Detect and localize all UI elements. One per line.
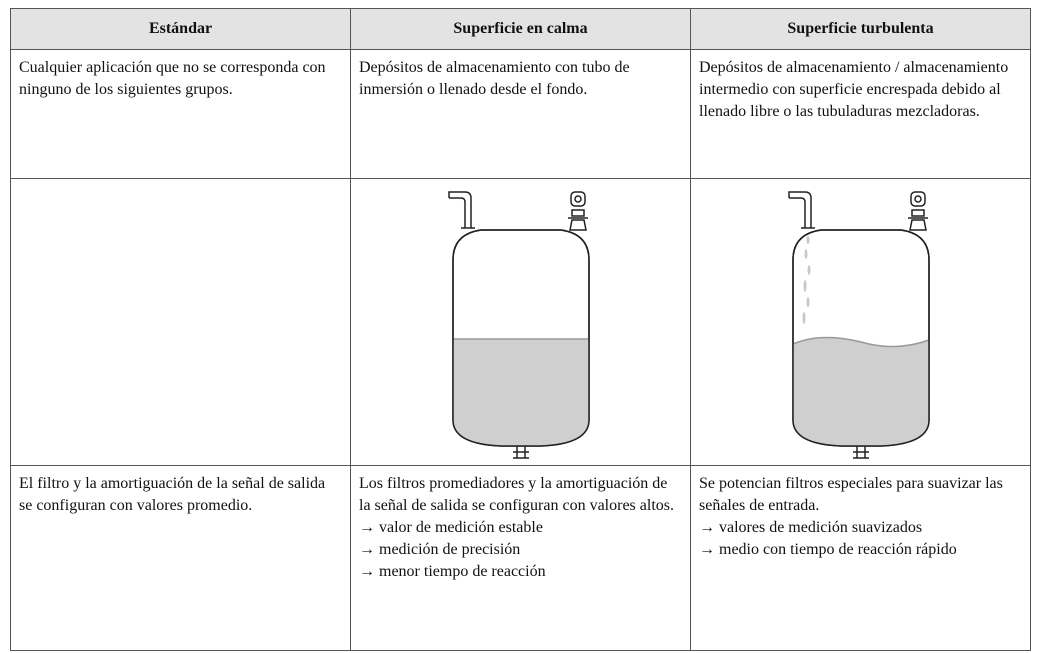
cell-line: Se potencian filtros especiales para sua… bbox=[699, 475, 1003, 514]
header-cell: Superficie turbulenta bbox=[690, 8, 1031, 50]
tank-turbulent bbox=[787, 191, 930, 459]
cell: Los filtros promediadores y la amortigua… bbox=[350, 465, 691, 651]
cell bbox=[690, 178, 1031, 466]
cell-line: El filtro y la amortiguación de la señal… bbox=[19, 475, 326, 514]
header-row: Estándar Superficie en calma Superficie … bbox=[10, 8, 1031, 50]
header-cell: Superficie en calma bbox=[350, 8, 691, 50]
cell-line: → valor de medición estable bbox=[359, 519, 543, 536]
cell-line: → menor tiempo de reacción bbox=[359, 563, 546, 580]
header-cell: Estándar bbox=[10, 8, 351, 50]
cell: Depósitos de almacenamiento / almacenami… bbox=[690, 49, 1031, 179]
cell-line: Los filtros promediadores y la amortigua… bbox=[359, 475, 674, 514]
comparison-table: Estándar Superficie en calma Superficie … bbox=[10, 8, 1031, 651]
cell-line: → medición de precisión bbox=[359, 541, 521, 558]
cell-line: → medio con tiempo de reacción rápido bbox=[699, 541, 957, 558]
cell: Se potencian filtros especiales para sua… bbox=[690, 465, 1031, 651]
cell bbox=[350, 178, 691, 466]
description-row: Cualquier aplicación que no se correspon… bbox=[10, 49, 1031, 179]
cell: Cualquier aplicación que no se correspon… bbox=[10, 49, 351, 179]
image-row bbox=[10, 178, 1031, 466]
cell: El filtro y la amortiguación de la señal… bbox=[10, 465, 351, 651]
cell: Depósitos de almacenamiento con tubo de … bbox=[350, 49, 691, 179]
tank-calm bbox=[447, 191, 590, 459]
cell bbox=[10, 178, 351, 466]
cell-line: → valores de medición suavizados bbox=[699, 519, 923, 536]
settings-row: El filtro y la amortiguación de la señal… bbox=[10, 465, 1031, 651]
